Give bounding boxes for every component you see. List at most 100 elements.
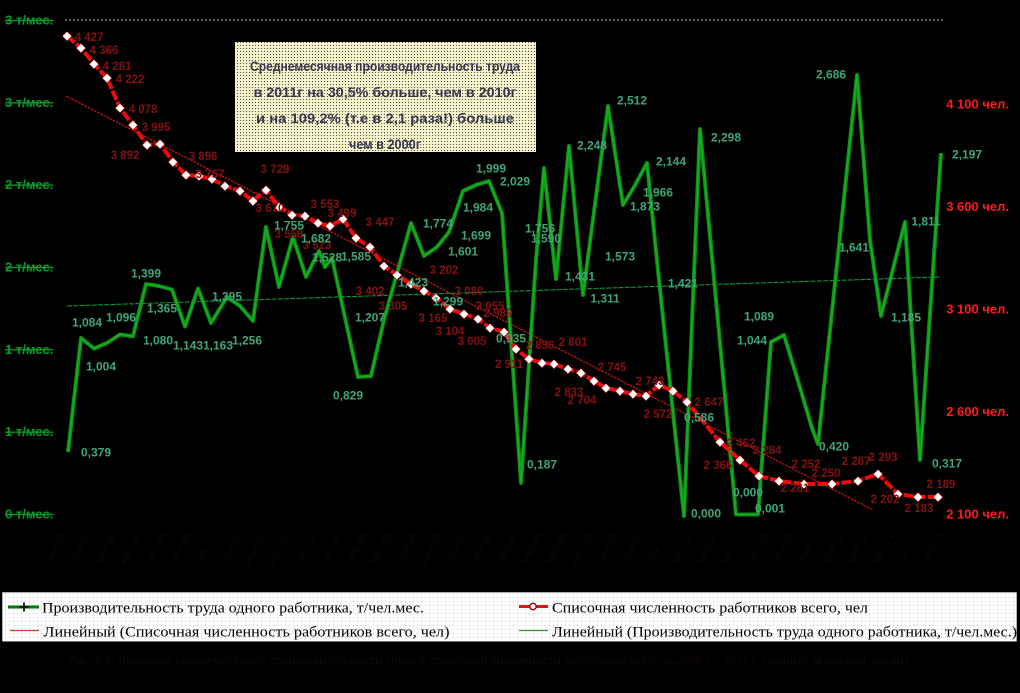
svg-text:3 402: 3 402 xyxy=(356,286,385,298)
svg-text:3 670: 3 670 xyxy=(256,203,285,215)
svg-text:2 183: 2 183 xyxy=(905,503,934,515)
svg-text:2 704: 2 704 xyxy=(568,395,597,407)
svg-text:Среднемесячная производительно: Среднемесячная производительность труда xyxy=(250,59,520,74)
svg-text:2,029: 2,029 xyxy=(500,175,530,189)
svg-text:1,585: 1,585 xyxy=(341,250,371,264)
svg-text:3 т/мес.: 3 т/мес. xyxy=(5,13,53,28)
svg-text:2 189: 2 189 xyxy=(927,479,956,491)
svg-text:1,755: 1,755 xyxy=(274,219,304,233)
svg-text:2 267: 2 267 xyxy=(842,456,871,468)
svg-text:3 995: 3 995 xyxy=(142,122,171,134)
svg-text:2 366: 2 366 xyxy=(704,460,733,472)
svg-text:3 558: 3 558 xyxy=(275,229,304,241)
svg-text:3 757: 3 757 xyxy=(196,169,225,181)
svg-text:2 202: 2 202 xyxy=(871,494,900,506)
svg-text:1,421: 1,421 xyxy=(668,277,698,291)
svg-text:2,248: 2,248 xyxy=(577,139,607,153)
svg-text:1,185: 1,185 xyxy=(891,311,921,325)
svg-text:3 165: 3 165 xyxy=(419,313,448,325)
svg-text:2 293: 2 293 xyxy=(869,452,898,464)
svg-text:2 572: 2 572 xyxy=(644,409,673,421)
svg-text:2 856: 2 856 xyxy=(526,340,555,352)
svg-text:3 600 чел.: 3 600 чел. xyxy=(946,199,1009,214)
svg-text:2 т/мес.: 2 т/мес. xyxy=(5,260,53,275)
svg-text:2,197: 2,197 xyxy=(952,148,982,162)
svg-text:Линейный (Списочная численност: Линейный (Списочная численность работник… xyxy=(44,624,450,640)
svg-text:2 100 чел.: 2 100 чел. xyxy=(946,507,1009,522)
svg-text:Производительность труда одног: Производительность труда одного работник… xyxy=(42,601,424,617)
svg-text:1,004: 1,004 xyxy=(86,360,116,374)
svg-text:1,590: 1,590 xyxy=(531,232,561,246)
svg-text:3 523: 3 523 xyxy=(303,240,332,252)
svg-text:2 452: 2 452 xyxy=(727,438,756,450)
svg-text:3 553: 3 553 xyxy=(311,199,340,211)
svg-text:1,089: 1,089 xyxy=(744,310,774,324)
svg-text:1,256: 1,256 xyxy=(232,334,262,348)
svg-text:4 366: 4 366 xyxy=(90,45,119,57)
svg-text:0,420: 0,420 xyxy=(819,440,849,454)
svg-text:0,000: 0,000 xyxy=(733,486,763,500)
svg-text:Линейный (Производительность т: Линейный (Производительность труда одног… xyxy=(552,624,1017,640)
svg-text:2 284: 2 284 xyxy=(753,445,782,457)
svg-text:4 427: 4 427 xyxy=(75,32,104,44)
svg-text:1,207: 1,207 xyxy=(355,311,385,325)
svg-text:3 055: 3 055 xyxy=(476,301,505,313)
svg-text:4 281: 4 281 xyxy=(103,61,132,73)
svg-text:Рис. 2.3. Динамика среднемесяч: Рис. 2.3. Динамика среднемесячной произв… xyxy=(68,652,908,667)
svg-text:1,399: 1,399 xyxy=(131,267,161,281)
svg-text:1,601: 1,601 xyxy=(448,245,478,259)
svg-text:2 989: 2 989 xyxy=(484,308,513,320)
svg-text:2 252: 2 252 xyxy=(792,459,821,471)
svg-text:в 2011г на 30,5% больше, че: в 2011г на 30,5% больше, чем в 2010г xyxy=(254,85,517,100)
svg-text:1,774: 1,774 xyxy=(423,217,453,231)
svg-text:3 499: 3 499 xyxy=(328,208,357,220)
svg-text:3 447: 3 447 xyxy=(366,217,395,229)
svg-text:1,163: 1,163 xyxy=(203,339,233,353)
svg-text:4 100 чел.: 4 100 чел. xyxy=(946,97,1009,112)
svg-text:0,379: 0,379 xyxy=(81,446,111,460)
svg-text:1 т/мес.: 1 т/мес. xyxy=(5,342,53,357)
svg-text:0,000: 0,000 xyxy=(691,507,721,521)
svg-text:1,699: 1,699 xyxy=(461,229,491,243)
svg-text:и на 109,2% (т.е в 2,1 раза!): и на 109,2% (т.е в 2,1 раза!) больше xyxy=(256,111,514,126)
svg-text:1,096: 1,096 xyxy=(106,311,136,325)
svg-text:2 833: 2 833 xyxy=(555,387,584,399)
svg-text:1,528: 1,528 xyxy=(312,251,342,265)
svg-text:2 600 чел.: 2 600 чел. xyxy=(946,404,1009,419)
svg-text:2 250: 2 250 xyxy=(812,468,841,480)
svg-text:3 305: 3 305 xyxy=(379,301,408,313)
svg-text:0,187: 0,187 xyxy=(527,458,557,472)
svg-text:3 104: 3 104 xyxy=(436,326,465,338)
svg-text:3 896: 3 896 xyxy=(189,151,218,163)
svg-text:2 745: 2 745 xyxy=(598,362,627,374)
svg-text:1,365: 1,365 xyxy=(147,302,177,316)
svg-text:3 729: 3 729 xyxy=(261,164,290,176)
svg-text:1,641: 1,641 xyxy=(839,241,869,255)
svg-text:0,935: 0,935 xyxy=(496,332,526,346)
svg-text:1,756: 1,756 xyxy=(525,222,555,236)
svg-text:1,999: 1,999 xyxy=(476,162,506,176)
svg-text:1,423: 1,423 xyxy=(398,276,428,290)
svg-text:1,080: 1,080 xyxy=(143,334,173,348)
svg-text:2 743: 2 743 xyxy=(636,376,665,388)
svg-text:1,299: 1,299 xyxy=(433,295,463,309)
svg-text:1,311: 1,311 xyxy=(590,292,620,306)
svg-text:2,298: 2,298 xyxy=(711,131,741,145)
svg-text:2 т/мес.: 2 т/мес. xyxy=(5,177,53,192)
svg-text:4 222: 4 222 xyxy=(116,74,145,86)
svg-text:3 т/мес.: 3 т/мес. xyxy=(5,95,53,110)
svg-text:2 261: 2 261 xyxy=(781,483,810,495)
svg-text:3 005: 3 005 xyxy=(458,336,487,348)
svg-text:1 т/мес.: 1 т/мес. xyxy=(5,424,53,439)
svg-text:2 647: 2 647 xyxy=(695,397,724,409)
svg-text:1,573: 1,573 xyxy=(605,250,635,264)
svg-text:2 801: 2 801 xyxy=(559,337,588,349)
svg-text:Списочная численность работник: Списочная численность работников всего, … xyxy=(552,601,869,617)
svg-text:0,586: 0,586 xyxy=(684,411,714,425)
svg-text:1,682: 1,682 xyxy=(301,232,331,246)
svg-text:1,084: 1,084 xyxy=(72,316,102,330)
svg-text:3 892: 3 892 xyxy=(111,150,140,162)
svg-text:1,966: 1,966 xyxy=(643,186,673,200)
svg-text:1,811: 1,811 xyxy=(911,215,941,229)
svg-text:1,984: 1,984 xyxy=(463,201,493,215)
